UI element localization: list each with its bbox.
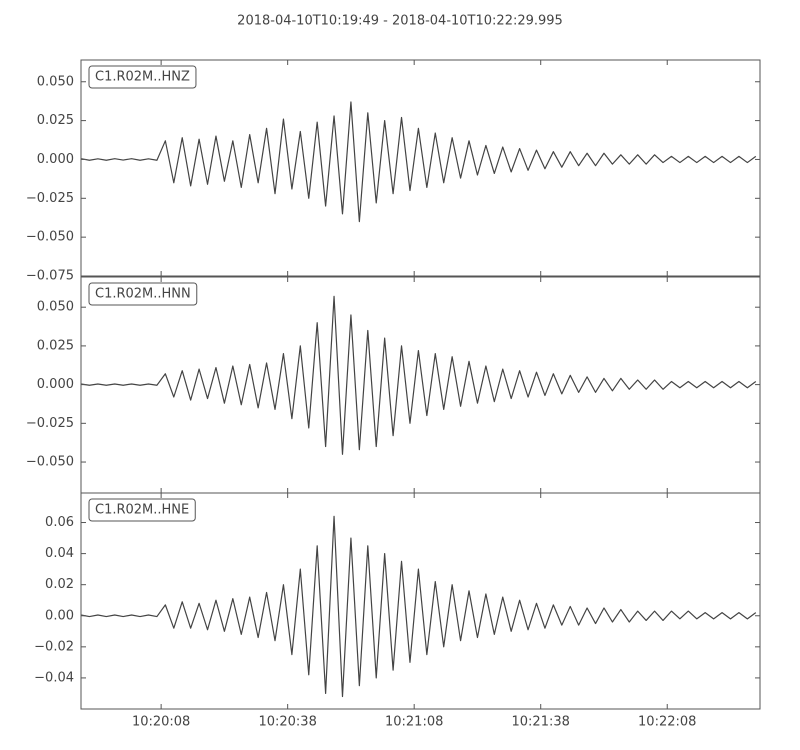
panel-frame [80,492,761,710]
y-tick-label: −0.050 [26,455,74,470]
y-tick-label: 0.04 [45,546,74,561]
y-tick-label: 0.050 [37,74,74,89]
y-tick-label: 0.00 [45,608,74,623]
x-tick-label: 10:20:08 [132,715,190,730]
y-tick-label: 0.050 [37,300,74,315]
trace-label: C1.R02M..HNE [95,503,189,518]
y-tick-label: 0.025 [37,338,74,353]
y-tick-label: −0.02 [34,639,74,654]
trace-label-box [88,498,196,522]
y-tick-label: −0.050 [26,230,74,245]
y-tick-label: −0.04 [34,670,74,685]
x-tick-label: 10:21:08 [385,715,443,730]
trace-label-box [88,282,198,306]
trace-label: C1.R02M..HNZ [95,70,190,85]
x-tick-label: 10:20:38 [258,715,316,730]
x-tick-label: 10:21:38 [512,715,570,730]
y-tick-label: −0.025 [26,191,74,206]
y-tick-label: −0.075 [26,269,74,284]
trace [80,515,757,698]
panel-frame [80,276,761,494]
y-tick-label: 0.000 [37,377,74,392]
x-tick-label: 10:22:08 [638,715,696,730]
y-tick-label: 0.06 [45,515,74,530]
panel-frame [80,59,761,277]
y-tick-label: 0.02 [45,577,74,592]
y-tick-label: 0.000 [37,152,74,167]
y-tick-label: 0.025 [37,113,74,128]
trace-label: C1.R02M..HNN [95,287,191,302]
y-tick-label: −0.025 [26,416,74,431]
trace-label-box [88,65,197,89]
trace [80,295,757,455]
chart-title: 2018-04-10T10:19:49 - 2018-04-10T10:22:2… [237,14,563,29]
trace [80,101,757,223]
